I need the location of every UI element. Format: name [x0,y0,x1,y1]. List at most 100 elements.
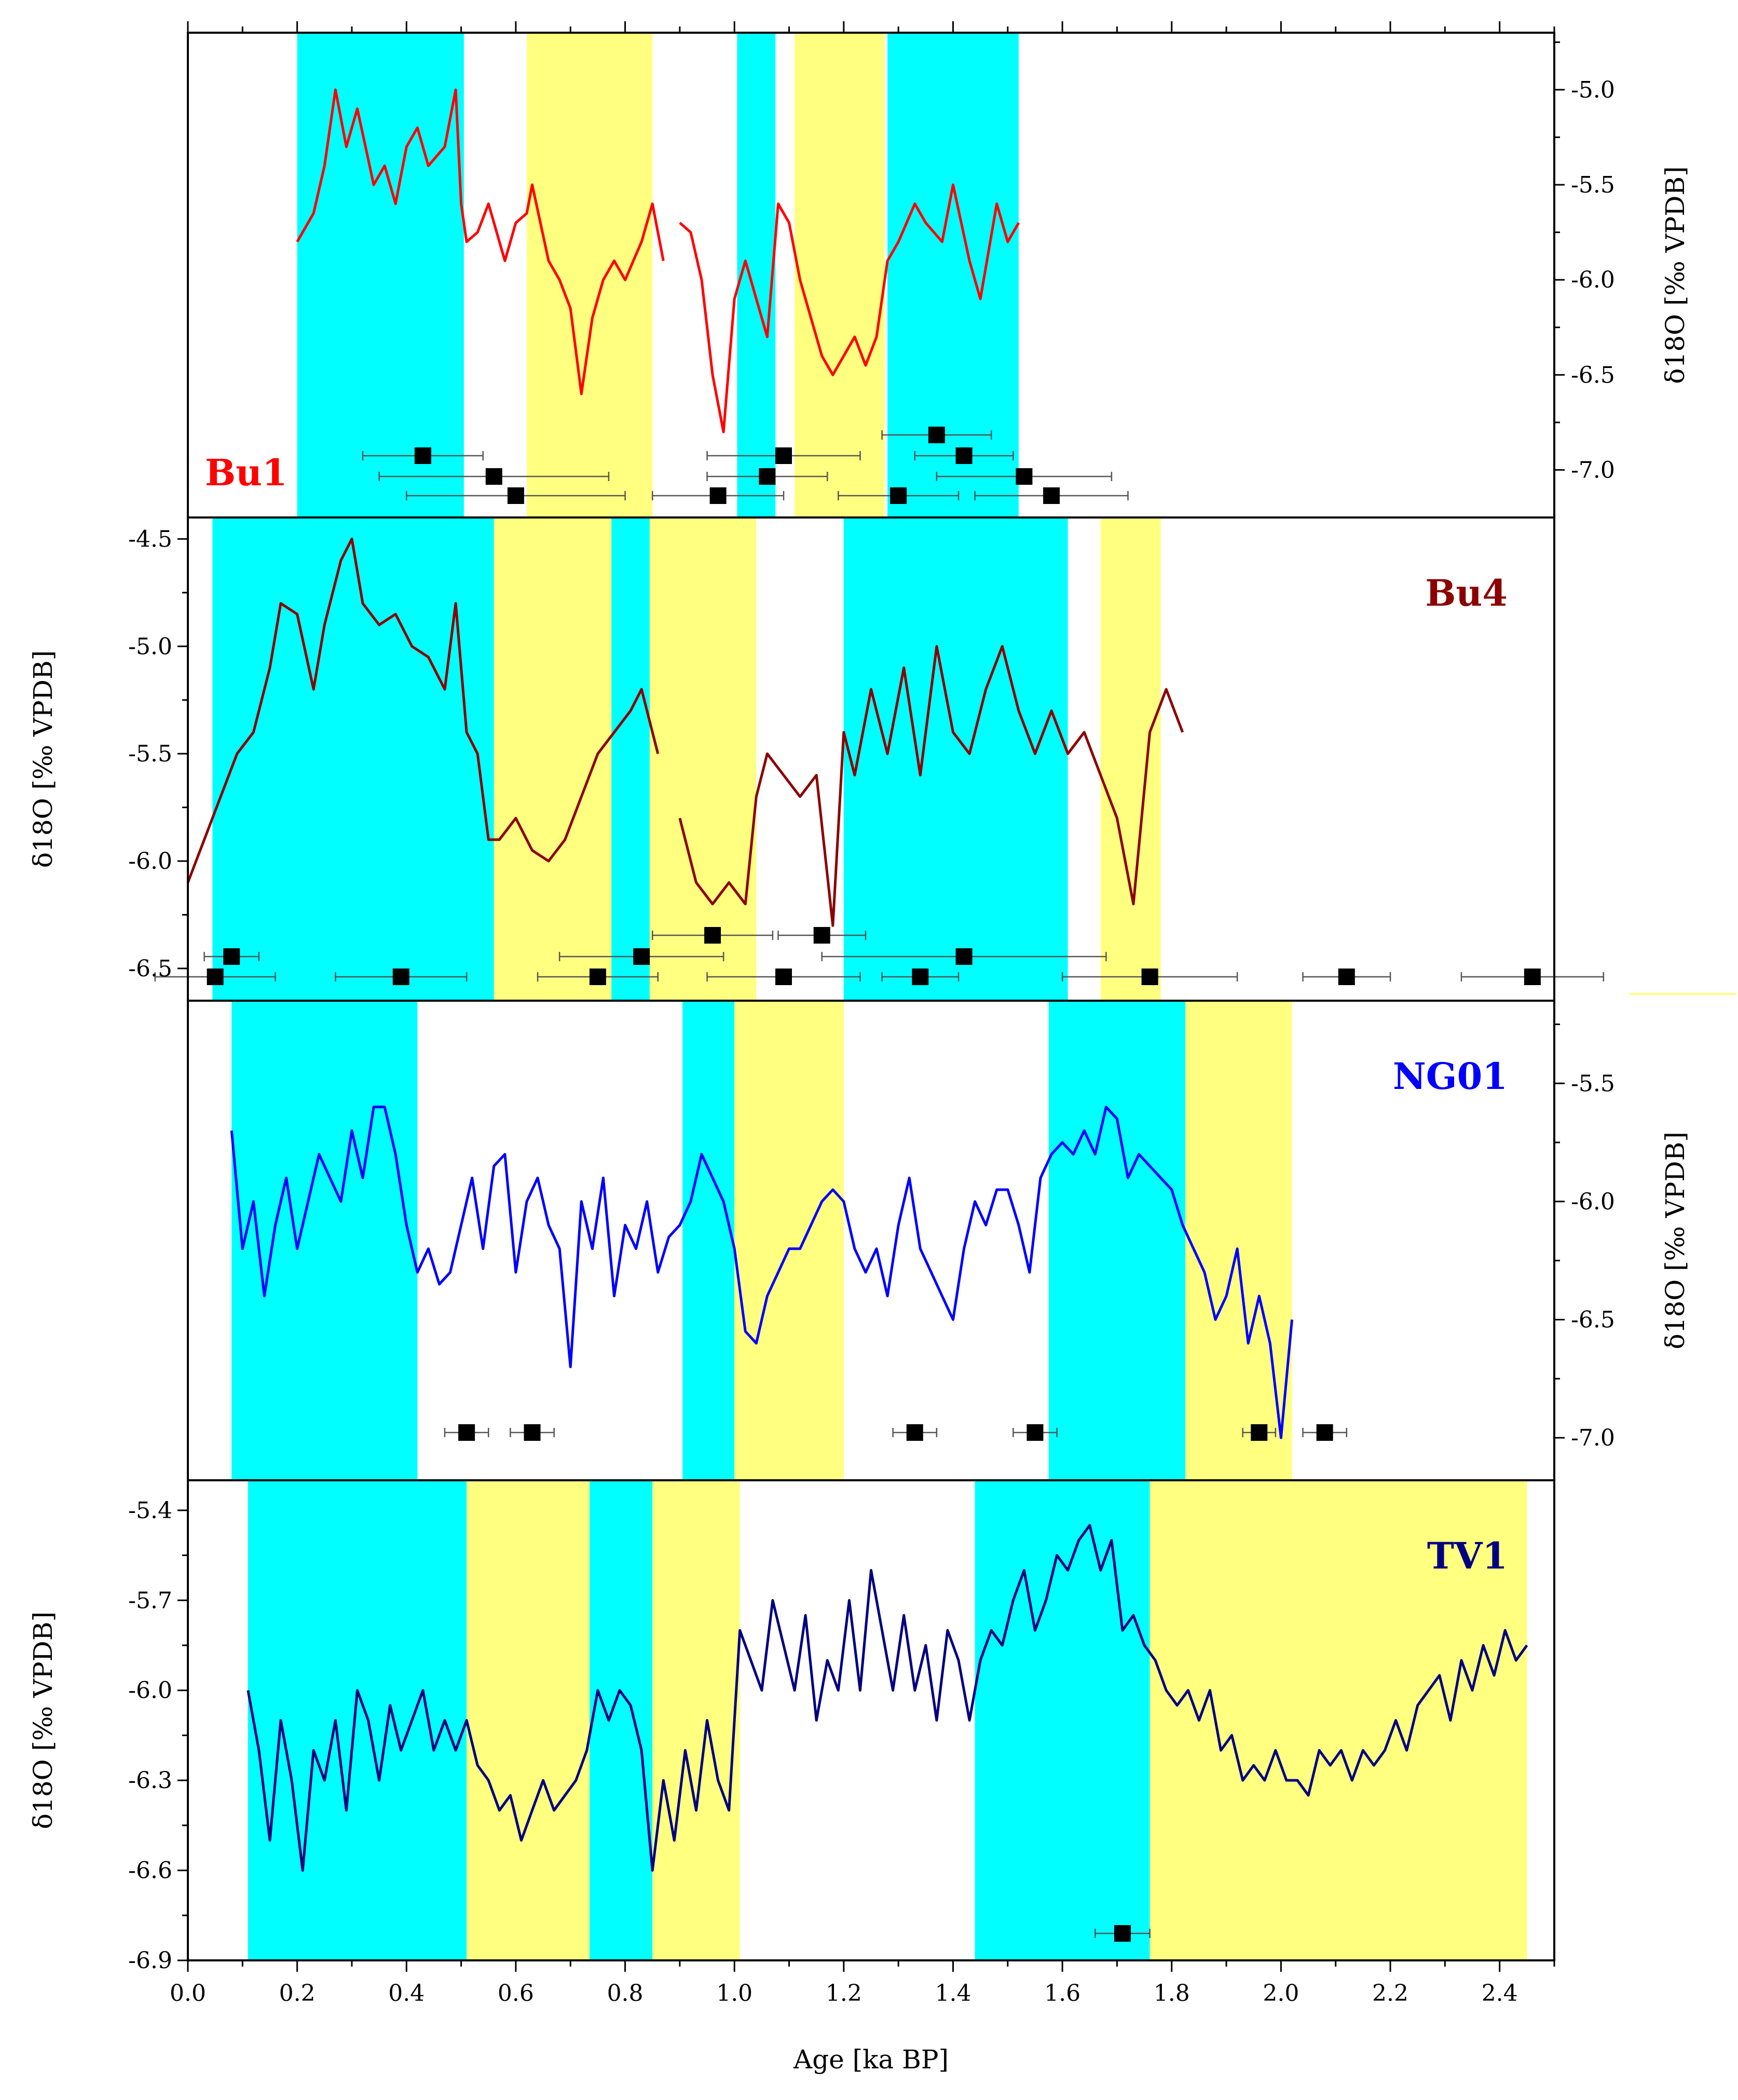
date-marker [914,447,1014,464]
y-tick-label: -6.0 [128,1678,172,1704]
shade-band-cyan [590,1480,653,1960]
date-marker [651,927,774,944]
series-line-ng01-0 [230,1106,1293,1439]
date-marker [821,948,1107,965]
shade-band-yellow [1149,1480,1527,1960]
y-tick-label: -5.0 [128,633,172,660]
shade-band-yellow [734,1001,844,1480]
shade-band-cyan [1048,1001,1186,1480]
date-marker [510,1424,555,1441]
shade-band-cyan [843,517,1068,1001]
series-line-tv1-0 [247,1524,1528,1872]
shade-band-yellow [1185,1001,1292,1480]
date-marker [936,468,1113,485]
x-tick-label: 0.0 [170,1980,206,2007]
shade-band-yellow [467,1480,590,1960]
x-tick-label: 1.4 [935,1980,971,2007]
y-axis-title: δ18O [‰ VPDB] [28,650,58,868]
y-tick-label: -7.0 [1571,1425,1615,1451]
y-tick-label: -6.3 [128,1767,172,1794]
date-marker [1460,969,1605,985]
shade-band-cyan [682,1001,735,1480]
date-marker [974,487,1129,504]
series-line-bu4-0 [186,537,660,883]
y-tick-label: -6.9 [128,1947,172,1974]
date-marker [892,1424,938,1441]
y-tick-label: -6.5 [1571,362,1615,388]
date-marker [203,948,260,965]
date-marker [706,468,828,485]
y-tick-label: -6.5 [1571,1306,1615,1333]
shade-band-cyan [297,33,464,517]
y-tick-label: -4.5 [128,526,172,552]
shade-band-yellow [649,517,757,1001]
x-tick-label: 1.0 [716,1980,752,2007]
date-marker [651,487,785,504]
y-tick-label: -6.0 [1571,1189,1615,1215]
shade-band-yellow [795,33,885,517]
x-tick-label: 2.0 [1263,1980,1299,2007]
date-marker [1302,1424,1348,1441]
x-tick-label: 1.6 [1044,1980,1080,2007]
series-line-bu4-1 [678,645,1184,927]
date-marker [335,969,468,985]
date-marker [558,948,724,965]
y-axis-title: δ18O [‰ VPDB] [1660,1131,1690,1349]
date-marker [378,468,610,485]
date-marker [838,487,960,504]
date-marker [406,487,626,504]
panel-ng01: -5.5 -6.0 -6.5 -7.0 δ18O [‰ VPDB] NG01 [187,1000,1690,1481]
x-tick-label: 0.4 [388,1980,425,2007]
series-line-bu1-0 [296,88,665,396]
shade-band-cyan [248,1480,467,1960]
x-tick-label: 0.6 [498,1980,534,2007]
date-marker [706,447,861,464]
date-marker [154,969,276,985]
y-tick-label: -6.5 [128,956,172,982]
x-tick-label: 2.2 [1372,1980,1408,2007]
shade-band-yellow [526,33,653,517]
panel-tv1: -5.4 -5.7 -6.0 -6.3 -6.6 -6.9 δ18O [‰ VPDB] TV1 [28,1479,1555,1974]
date-marker [362,447,484,464]
shade-band-cyan [975,1480,1150,1960]
y-tick-label: -6.6 [128,1858,172,1884]
x-tick-label: 0.8 [607,1980,644,2007]
shade-band-cyan [231,1001,418,1480]
date-marker [1012,1424,1058,1441]
series-line-bu1-1 [679,183,1020,433]
x-axis-title: Age [ka BP] [793,2044,949,2075]
date-marker [706,969,861,985]
date-marker [444,1424,489,1441]
panel-label: Bu1 [205,451,288,494]
panel-bu1: -5.0 -5.5 -6.0 -6.5 -7.0 δ18O [‰ VPDB] Bu1 [187,32,1690,519]
panel-label: Bu4 [1425,571,1508,615]
shade-band-cyan [212,517,494,1001]
date-marker [537,969,659,985]
date-marker [1242,1424,1277,1441]
shade-band-cyan [737,33,776,517]
y-axis-title: δ18O [‰ VPDB] [28,1612,58,1829]
shade-band-cyan [887,33,1019,517]
x-tick-label: 1.2 [826,1980,862,2007]
y-tick-label: -5.5 [1571,1070,1615,1097]
date-marker [1061,969,1238,985]
date-marker [881,427,992,443]
panel-frame [187,1479,1555,1961]
y-tick-label: -5.0 [1571,77,1615,103]
y-tick-label: -7.0 [1571,457,1615,483]
date-marker [1094,1925,1151,1942]
y-tick-label: -5.5 [128,741,172,767]
y-tick-label: -5.4 [128,1497,172,1524]
panel-label: TV1 [1427,1534,1508,1577]
panel-bu4: -4.5 -5.0 -5.5 -6.0 -6.5 δ18O [‰ VPDB] Bu4 [28,516,1605,1002]
shade-band-yellow [1100,517,1161,1001]
panel-label: NG01 [1393,1055,1508,1098]
x-tick-label: 0.2 [279,1980,316,2007]
x-tick-label: 2.4 [1482,1980,1518,2007]
y-tick-label: -6.0 [128,848,172,875]
shade-band-yellow [494,517,612,1001]
x-tick-label: 1.8 [1154,1980,1190,2007]
date-marker [881,969,960,985]
date-marker [1302,969,1391,985]
